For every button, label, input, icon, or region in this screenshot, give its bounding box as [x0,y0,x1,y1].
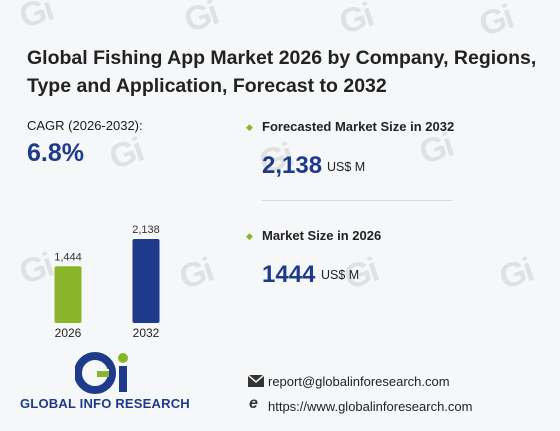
bar-value-label: 1,444 [54,251,82,263]
bar-2032 [132,239,160,323]
forecast-label: Forecasted Market Size in 2032 [262,119,455,134]
logo-text: GLOBAL INFO RESEARCH [20,396,190,411]
current-label: Market Size in 2026 [262,228,382,243]
contact-email[interactable]: report@globalinforesearch.com [268,374,450,389]
current-value: 1444 [262,261,316,288]
page-title: Global Fishing App Market 2026 by Compan… [27,47,537,97]
diamond-bullet-icon: ◆ [246,231,253,241]
bar-value-label: 2,138 [132,224,160,236]
cagr-label: CAGR (2026-2032): [27,118,143,133]
logo-mark [75,352,128,394]
diamond-bullet-icon: ◆ [246,122,253,132]
bar-2026 [54,266,82,323]
current-unit: US$ M [321,268,360,282]
globe-e-icon: e [249,395,258,412]
forecast-value: 2,138 [262,152,323,179]
cagr-value: 6.8% [27,139,84,167]
x-tick-label: 2032 [133,326,160,340]
x-tick-label: 2026 [55,326,82,340]
forecast-unit: US$ M [327,160,366,174]
divider [262,200,452,201]
contact-website[interactable]: https://www.globalinforesearch.com [268,399,473,414]
envelope-icon [248,375,264,387]
